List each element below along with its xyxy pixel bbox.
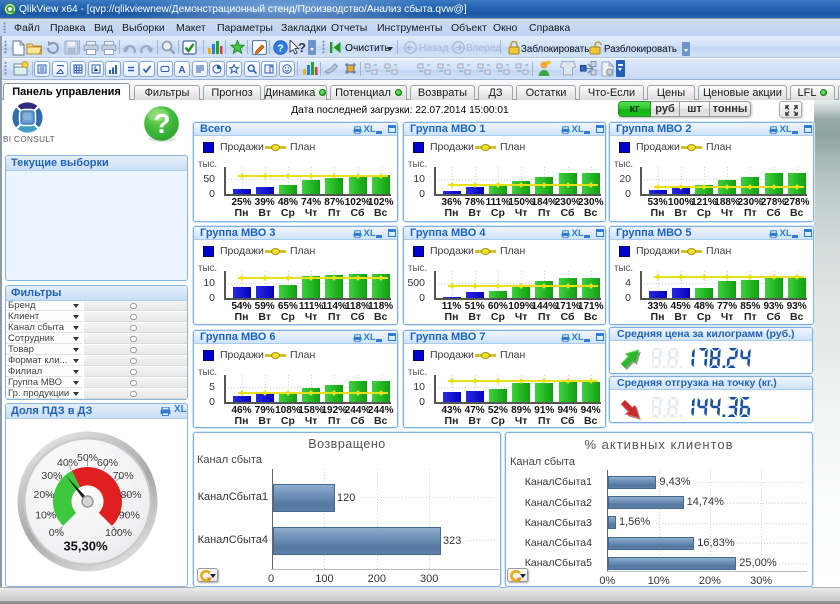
svg-text:30%: 30%: [41, 470, 62, 482]
svg-text:A: A: [178, 65, 185, 74]
svg-text:?: ?: [153, 108, 170, 139]
svg-text:100%: 100%: [105, 527, 132, 539]
svg-text:?: ?: [298, 40, 306, 55]
svg-text:?: ?: [277, 43, 283, 55]
svg-text:10%: 10%: [35, 510, 56, 522]
svg-text:80%: 80%: [120, 489, 141, 501]
svg-text:0%: 0%: [49, 527, 64, 539]
svg-text:20%: 20%: [33, 489, 54, 501]
svg-text:50%: 50%: [77, 452, 98, 464]
svg-text:60%: 60%: [97, 457, 118, 469]
svg-text:70%: 70%: [113, 470, 134, 482]
svg-text:35,30%: 35,30%: [63, 539, 108, 554]
svg-text:90%: 90%: [119, 510, 140, 522]
svg-text:40%: 40%: [57, 457, 78, 469]
